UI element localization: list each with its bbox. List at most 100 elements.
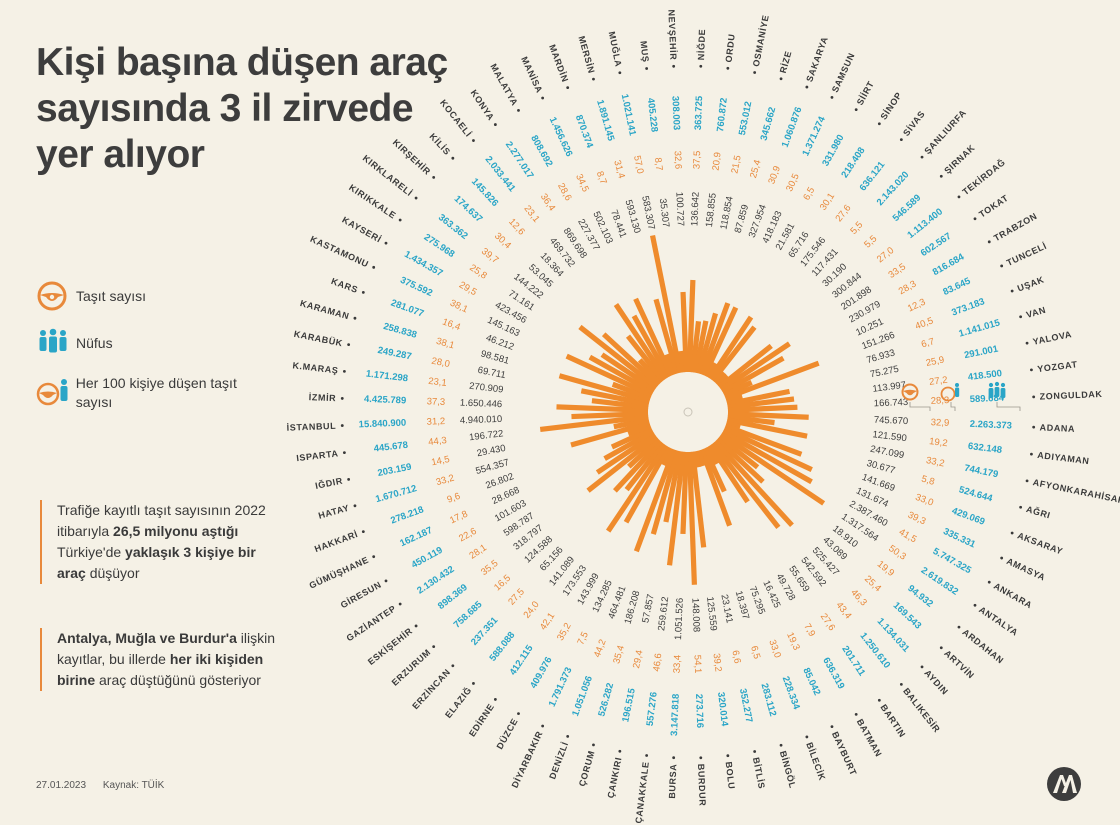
population-label: 320.014 [715, 691, 730, 727]
bar-i̇zmi̇r [556, 404, 649, 414]
bullet-dot [699, 756, 703, 760]
province-label: KIRŞEHİR [391, 137, 433, 177]
person-car-icon [36, 376, 76, 410]
bullet-dot [726, 754, 730, 758]
bullet-dot [1010, 531, 1014, 535]
bar-burdur [686, 451, 697, 585]
per100-label: 50,3 [886, 543, 907, 562]
bar-bi̇leci̇k [699, 448, 733, 527]
bar-uşak [724, 360, 820, 401]
bullet-dot [1032, 395, 1036, 399]
per100-label: 22,6 [457, 526, 479, 545]
steering-wheel-icon [901, 383, 919, 401]
bullet-dot [973, 217, 977, 221]
legend: Taşıt sayısı Nüfus Her 100 kişiye düşen … [36, 280, 276, 428]
footer-date: 27.01.2023 [36, 780, 87, 791]
bar-ki̇li̇s [637, 358, 663, 385]
center-dot [683, 407, 693, 417]
per100-label: 54,1 [691, 655, 703, 674]
bullet-dot [384, 579, 388, 583]
bullet-dot [361, 530, 365, 533]
population-label: 203.159 [377, 462, 413, 479]
vehicles-label: 247.099 [869, 444, 905, 462]
bullet-dot [899, 138, 903, 142]
per100-label: 23,1 [522, 203, 542, 224]
population-label: 450.119 [410, 545, 445, 571]
per100-label: 20,9 [711, 152, 724, 172]
per100-label: 27,5 [506, 587, 527, 608]
population-label: 1.021.141 [619, 93, 638, 137]
vehicles-label: 1.650.446 [460, 398, 503, 411]
vehicles-label: 113.997 [872, 380, 907, 395]
province-label: GÜMÜŞHANE [308, 555, 371, 591]
province-label: OSMANİYE [751, 14, 771, 68]
per100-label: 16,4 [441, 316, 462, 333]
bar-kirklareli̇ [578, 324, 659, 390]
bar-malatya [631, 314, 671, 379]
bar-edi̇rne [606, 443, 668, 533]
bar-karaman [558, 373, 651, 404]
population-label: 636.319 [820, 656, 846, 691]
per100-label: 5,5 [848, 220, 865, 237]
population-label: 308.003 [669, 96, 681, 131]
population-label: 228.334 [780, 675, 802, 712]
vehicles-label: 98.581 [479, 348, 510, 366]
per100-label: 41,5 [897, 527, 919, 546]
bullet-dot [432, 645, 436, 648]
bullet-dot [1019, 315, 1023, 319]
province-label: SAMSUN [830, 51, 857, 94]
province-label: BİTLİS [751, 756, 767, 789]
per100-label: 6,7 [920, 336, 936, 350]
population-label: 15.840.900 [358, 418, 406, 431]
province-label: ESKİŞEHİR [366, 626, 415, 667]
bar-şanliurfa [713, 370, 727, 385]
per100-label: 39,7 [479, 246, 500, 266]
bullet-dot [1000, 264, 1004, 268]
province-label: ADIYAMAN [1037, 450, 1090, 466]
bar-bi̇tli̇s [693, 450, 702, 468]
vehicles-label: 166.743 [874, 397, 909, 409]
note-antalya-mugla-burdur: Antalya, Muğla ve Burdur'a ilişkin kayıt… [40, 628, 282, 691]
bullet-dot [432, 176, 436, 179]
population-label: 352.277 [737, 688, 754, 724]
bullet-dot [472, 682, 475, 685]
per100-label: 23,1 [428, 376, 448, 389]
vehicles-label: 196.722 [469, 428, 504, 443]
bullet-dot [618, 749, 622, 753]
bullet-dot [451, 664, 455, 668]
bar-balikesi̇r [710, 441, 781, 530]
vehicles-label: 745.670 [874, 415, 909, 427]
province-label: AĞRI [1025, 503, 1052, 520]
population-label: 281.077 [389, 297, 425, 319]
bullet-dot [493, 123, 497, 126]
bar-bursa [680, 451, 689, 535]
bullet-dot [618, 71, 622, 75]
population-label: 898.369 [436, 582, 470, 612]
header-bracket [996, 402, 1021, 411]
per100-label: 37,5 [691, 150, 703, 169]
bar-kayseri̇ [588, 354, 655, 395]
bullet-dot [726, 66, 730, 70]
population-label: 429.069 [950, 505, 986, 527]
bullet-dot [854, 108, 858, 112]
population-label: 4.425.789 [364, 394, 407, 407]
population-label: 557.276 [645, 691, 660, 726]
population-label: 345.662 [759, 106, 779, 142]
note1-bold-2: yaklaşık 3 kişiye bir araç [57, 544, 256, 581]
per100-label: 42,1 [538, 611, 557, 632]
per100-label: 46,3 [848, 587, 869, 608]
bar-konya [613, 303, 668, 381]
population-label: 283.112 [759, 682, 779, 718]
per100-label: 25,4 [862, 574, 883, 595]
vehicles-label: 57.857 [640, 593, 657, 624]
bar-bartin [707, 443, 750, 504]
bullet-dot [957, 625, 961, 629]
bullet-dot [1030, 452, 1033, 456]
bullet-dot [342, 369, 346, 373]
bar-adiyaman [727, 414, 775, 426]
province-label: K.MARAŞ [292, 360, 339, 375]
per100-label: 7,5 [575, 630, 591, 647]
province-label: İSTANBUL [286, 421, 336, 433]
per100-label: 6,5 [748, 645, 762, 661]
per100-label: 6,6 [729, 649, 742, 664]
